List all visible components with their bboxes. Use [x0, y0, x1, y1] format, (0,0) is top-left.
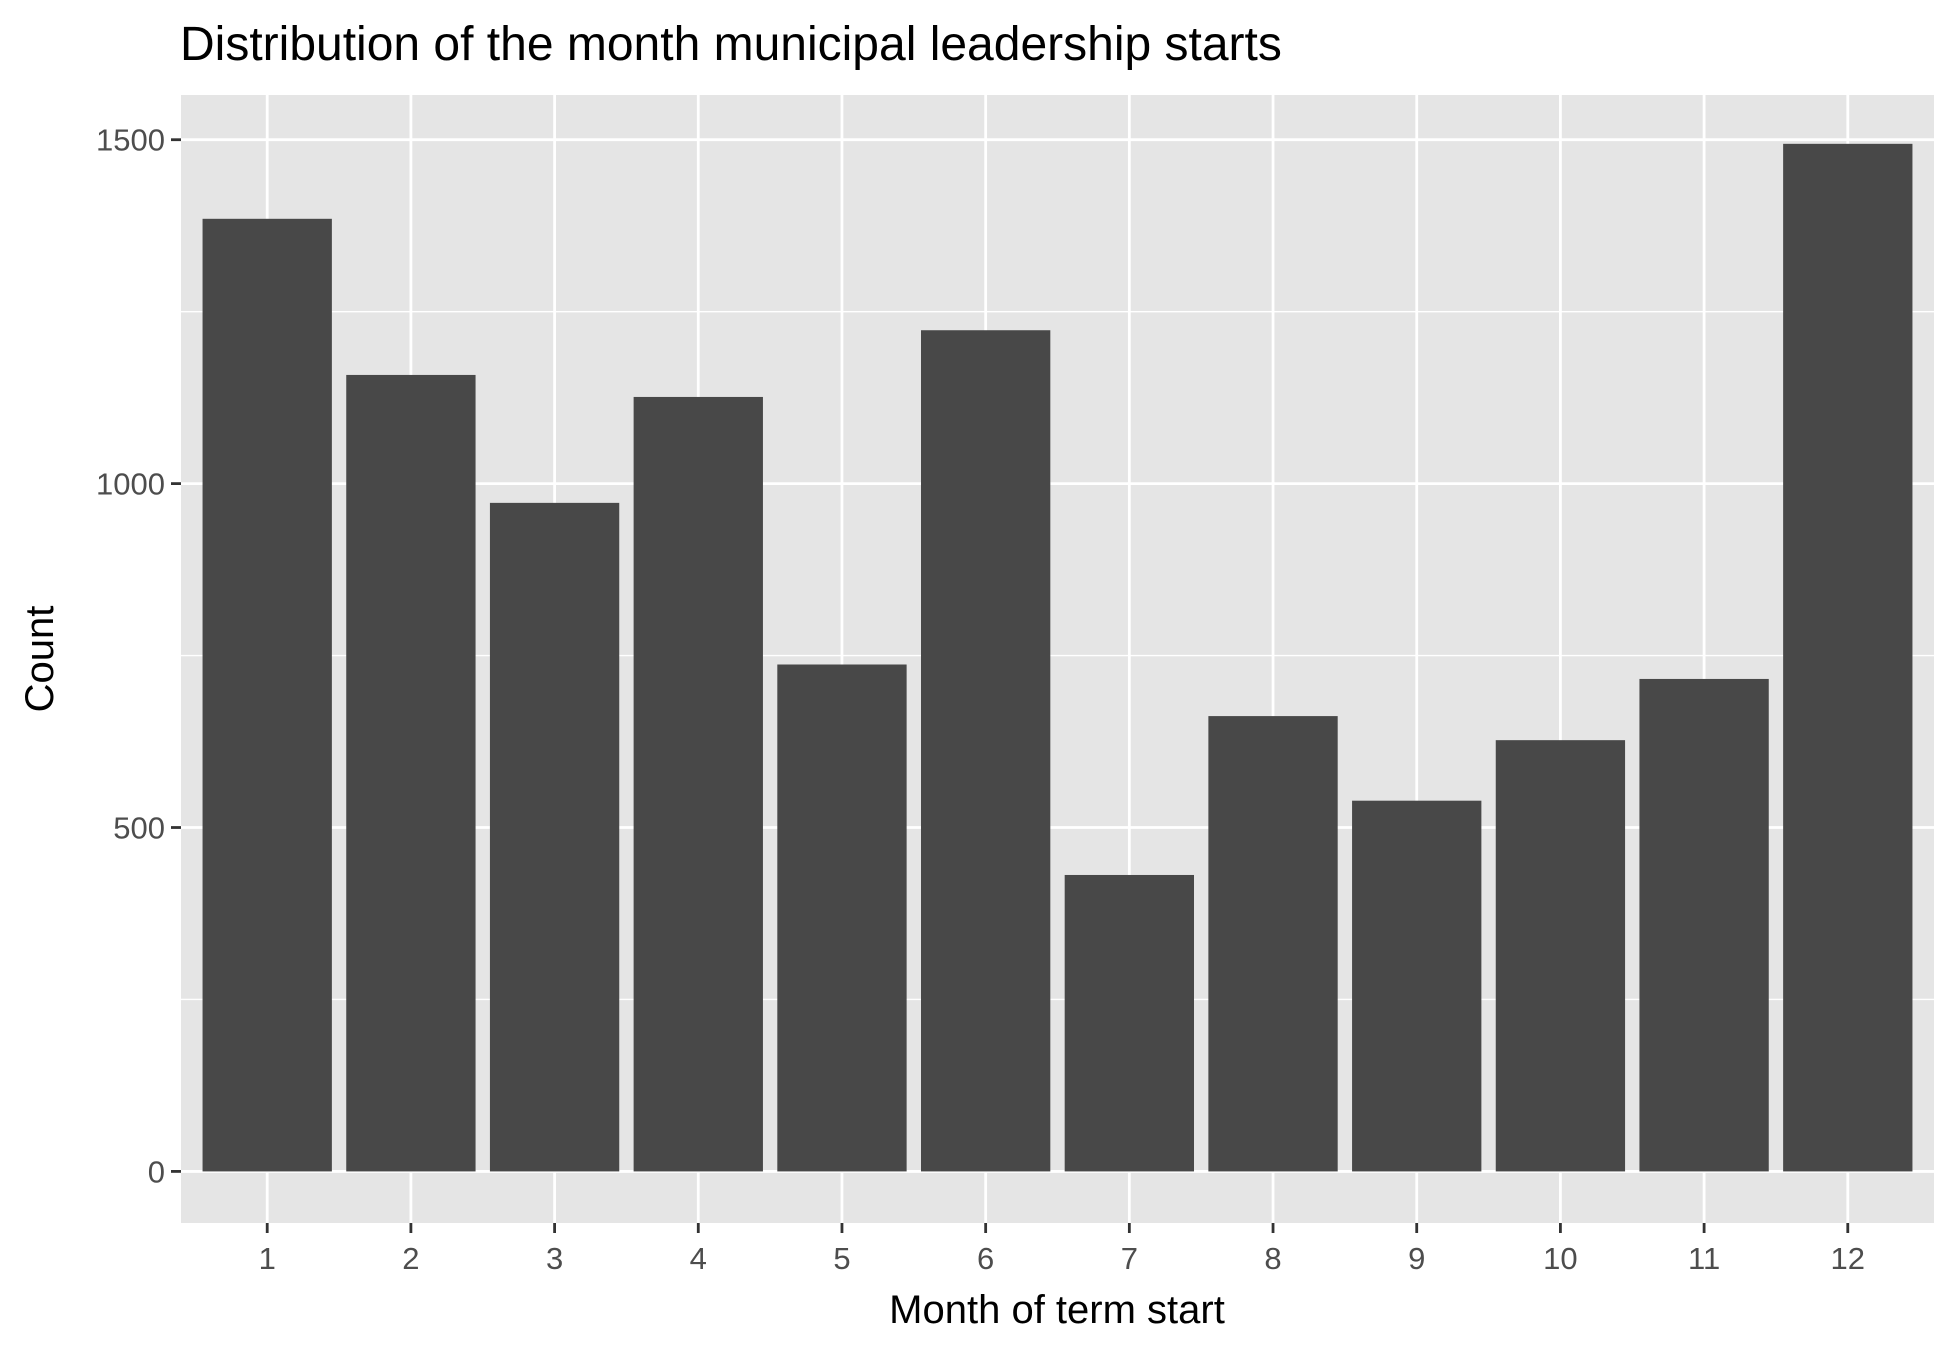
- y-tick-label: 1000: [96, 467, 165, 502]
- y-axis-title: Count: [18, 606, 62, 713]
- bar: [777, 664, 907, 1172]
- bar: [920, 330, 1051, 1172]
- bar: [1639, 678, 1769, 1172]
- bar-layer: [202, 143, 1913, 1172]
- x-axis-title: Month of term start: [889, 1288, 1225, 1332]
- x-tick-label: 12: [1831, 1241, 1865, 1276]
- y-tick-label: 500: [113, 811, 165, 846]
- bar: [346, 374, 476, 1172]
- bar: [489, 502, 620, 1172]
- x-tick-label: 11: [1688, 1241, 1720, 1276]
- x-tick-label: 7: [1121, 1241, 1138, 1276]
- bar: [1064, 874, 1195, 1172]
- x-tick-label: 1: [259, 1241, 276, 1276]
- bar: [1352, 800, 1482, 1172]
- x-tick-label: 6: [977, 1241, 994, 1276]
- bar: [1783, 143, 1913, 1172]
- x-tick-label: 4: [690, 1241, 707, 1276]
- x-tick-label: 3: [546, 1241, 563, 1276]
- chart-title: Distribution of the month municipal lead…: [180, 18, 1282, 71]
- bar: [1208, 716, 1338, 1172]
- x-tick-label: 9: [1408, 1241, 1425, 1276]
- x-tick-label: 2: [402, 1241, 419, 1276]
- x-tick-label: 8: [1264, 1241, 1281, 1276]
- bar: [1495, 740, 1626, 1172]
- bar: [202, 218, 332, 1172]
- y-tick-label: 1500: [96, 123, 165, 158]
- bar: [633, 396, 763, 1172]
- x-tick-label: 5: [833, 1241, 850, 1276]
- x-tick-label: 10: [1543, 1241, 1577, 1276]
- y-tick-label: 0: [148, 1154, 165, 1189]
